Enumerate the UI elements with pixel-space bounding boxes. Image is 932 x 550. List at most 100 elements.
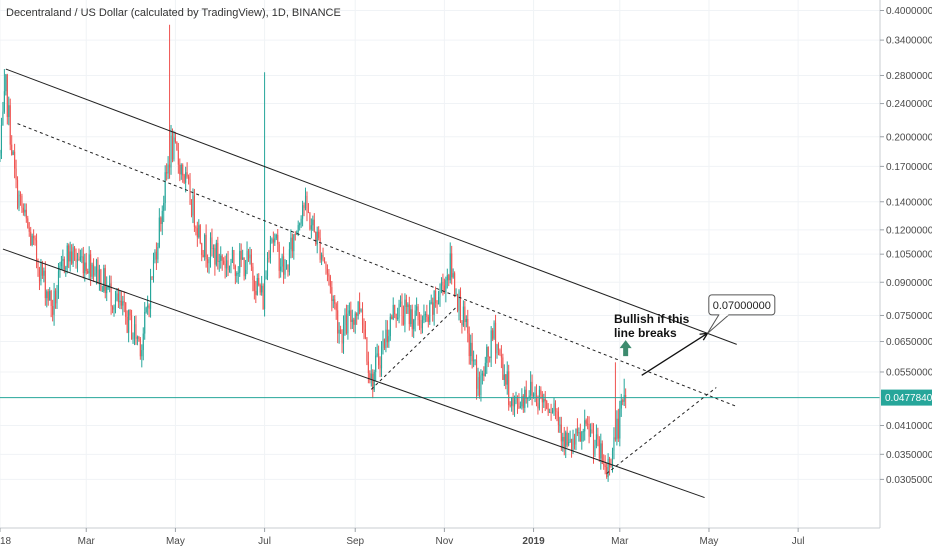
candle-body-244 [356,313,358,316]
price-callout[interactable]: 0.07000000 [707,294,776,334]
candle-layer [0,24,627,482]
candle-body-265 [386,329,388,343]
candle-body-414 [604,465,606,468]
candle-body-19 [27,218,29,228]
candle-body-280 [408,304,410,325]
candle-body-341 [497,344,500,350]
candle-body-83 [120,300,122,306]
candle-body-291 [424,313,426,316]
candle-body-306 [446,275,448,281]
candle-body-154 [224,263,226,269]
candle-body-325 [474,360,476,362]
candle-body-278 [405,299,407,308]
candle-body-362 [528,395,530,398]
candle-body-89 [129,309,131,316]
candle-body-375 [547,408,549,413]
candle-body-210 [306,195,308,212]
candle-body-393 [573,438,576,445]
candle-body-423 [617,418,619,439]
candle-body-18 [25,209,27,219]
candle-body-403 [588,424,590,437]
candle-body-249 [363,324,365,330]
candle-body-49 [71,251,73,264]
candle-body-369 [538,389,540,409]
candle-body-282 [411,309,413,330]
candle-body-292 [426,313,428,317]
candle-body-156 [227,260,229,270]
candle-body-218 [318,231,320,238]
candle-body-315 [459,291,462,323]
candle-body-293 [427,316,429,323]
candle-body-339 [494,322,497,354]
candle-body-166 [242,257,244,260]
candle-body-347 [506,371,508,385]
candle-body-408 [595,434,597,446]
candle-body-164 [239,250,241,273]
candle-body-353 [515,397,517,400]
candle-body-6 [8,105,10,117]
candle-body-87 [126,316,128,333]
trendline-1[interactable] [2,248,705,499]
candle-body-224 [326,268,328,274]
candle-body-141 [205,234,207,260]
candle-body-109 [158,217,160,248]
candle-body-119 [173,137,175,160]
candle-body-427 [623,395,625,402]
candle-body-58 [84,262,86,274]
candle-body-1 [0,125,3,154]
candle-body-13 [18,194,20,208]
breakout-arrow-line[interactable] [641,332,708,376]
candle-body-163 [237,272,239,274]
candle-body-185 [269,239,271,259]
candle-body-279 [407,304,409,308]
trendline-3[interactable] [370,305,458,390]
candle-body-32 [46,291,48,299]
candle-body-64 [93,264,95,276]
candle-body-30 [43,270,45,276]
candle-body-401 [585,420,587,424]
candle-body-145 [211,237,213,250]
candle-body-272 [397,317,399,319]
candle-body-62 [90,254,92,277]
candle-body-52 [75,251,77,262]
candle-body-284 [414,310,416,321]
candle-body-356 [519,406,521,408]
candle-body-253 [369,373,371,380]
candle-body-27 [38,269,41,282]
candle-body-173 [252,266,254,281]
candle-body-311 [454,273,456,296]
callout-pointer [707,314,730,334]
candle-body-288 [420,324,422,329]
candle-body-297 [433,290,435,315]
candle-body-259 [378,353,380,366]
candle-body-239 [348,310,350,314]
candle-body-245 [357,302,359,316]
candle-body-142 [207,259,209,264]
candle-body-320 [467,318,469,334]
candle-body-201 [293,234,295,252]
candle-body-82 [119,300,121,303]
trendline-4[interactable] [606,387,717,474]
candle-body-25 [35,240,38,261]
x-tick-label-3: Jul [258,536,271,547]
candle-body-300 [437,296,440,305]
candle-body-72 [104,268,106,294]
candle-body-118 [171,135,174,160]
candle-body-374 [546,401,548,409]
candle-body-48 [69,251,71,262]
trendline-2[interactable] [17,123,737,407]
trendline-0[interactable] [5,68,737,345]
candle-body-261 [380,346,383,369]
candle-body-70 [101,290,103,292]
candle-body-332 [484,362,486,376]
candle-body-365 [533,393,535,397]
candle-body-66 [95,259,98,274]
x-tick-label-4: Sep [346,536,364,547]
